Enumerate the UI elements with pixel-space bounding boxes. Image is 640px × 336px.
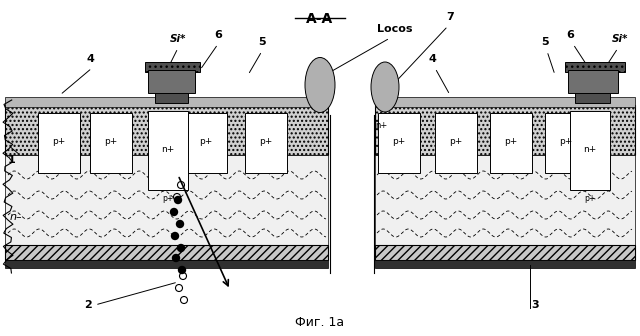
- Polygon shape: [38, 113, 80, 173]
- Text: 4: 4: [86, 54, 94, 64]
- Circle shape: [177, 245, 184, 252]
- Circle shape: [179, 266, 186, 274]
- Text: 1: 1: [8, 155, 16, 165]
- Polygon shape: [5, 260, 328, 268]
- Ellipse shape: [371, 62, 399, 112]
- Polygon shape: [5, 245, 328, 260]
- Circle shape: [173, 254, 179, 261]
- Polygon shape: [375, 97, 635, 107]
- Polygon shape: [5, 105, 328, 155]
- Text: 3: 3: [531, 300, 539, 310]
- Text: p+: p+: [584, 194, 596, 203]
- Polygon shape: [375, 105, 635, 155]
- Polygon shape: [375, 260, 635, 268]
- Circle shape: [177, 220, 184, 227]
- Polygon shape: [145, 62, 200, 72]
- Polygon shape: [148, 70, 195, 93]
- Polygon shape: [375, 155, 635, 245]
- Text: p+: p+: [449, 137, 463, 146]
- Polygon shape: [378, 113, 420, 173]
- Circle shape: [172, 233, 179, 240]
- Text: n+: n+: [375, 121, 387, 129]
- Text: А-А: А-А: [307, 12, 333, 26]
- Text: p+: p+: [259, 137, 273, 146]
- Text: 2: 2: [84, 300, 92, 310]
- Text: n+: n+: [161, 145, 175, 154]
- Polygon shape: [155, 93, 188, 103]
- Text: Si*: Si*: [612, 34, 628, 44]
- Polygon shape: [148, 111, 188, 190]
- Polygon shape: [90, 113, 132, 173]
- Text: p+: p+: [559, 137, 573, 146]
- Polygon shape: [568, 70, 618, 93]
- Polygon shape: [5, 97, 328, 107]
- Text: p+: p+: [504, 137, 518, 146]
- Circle shape: [175, 197, 182, 204]
- Text: 6: 6: [214, 30, 222, 40]
- Text: n–: n–: [10, 212, 22, 222]
- Text: 5: 5: [541, 37, 549, 47]
- Text: 7: 7: [446, 12, 454, 22]
- Polygon shape: [5, 155, 328, 245]
- Polygon shape: [575, 93, 610, 103]
- Text: Si*: Si*: [170, 34, 186, 44]
- Polygon shape: [185, 113, 227, 173]
- Text: p+: p+: [392, 137, 406, 146]
- Text: n+: n+: [584, 145, 596, 154]
- Polygon shape: [375, 245, 635, 260]
- Polygon shape: [435, 113, 477, 173]
- Polygon shape: [490, 113, 532, 173]
- Polygon shape: [245, 113, 287, 173]
- Polygon shape: [565, 62, 625, 72]
- Text: p+: p+: [200, 137, 212, 146]
- Text: Locos: Locos: [377, 24, 413, 34]
- Polygon shape: [570, 111, 610, 190]
- Circle shape: [170, 209, 177, 215]
- Text: 4: 4: [428, 54, 436, 64]
- Text: p+: p+: [52, 137, 66, 146]
- Text: 6: 6: [566, 30, 574, 40]
- Text: Фиг. 1а: Фиг. 1а: [296, 316, 344, 329]
- Ellipse shape: [305, 57, 335, 113]
- Polygon shape: [545, 113, 587, 173]
- Text: 5: 5: [258, 37, 266, 47]
- Text: p+: p+: [163, 194, 173, 203]
- Text: p+: p+: [104, 137, 118, 146]
